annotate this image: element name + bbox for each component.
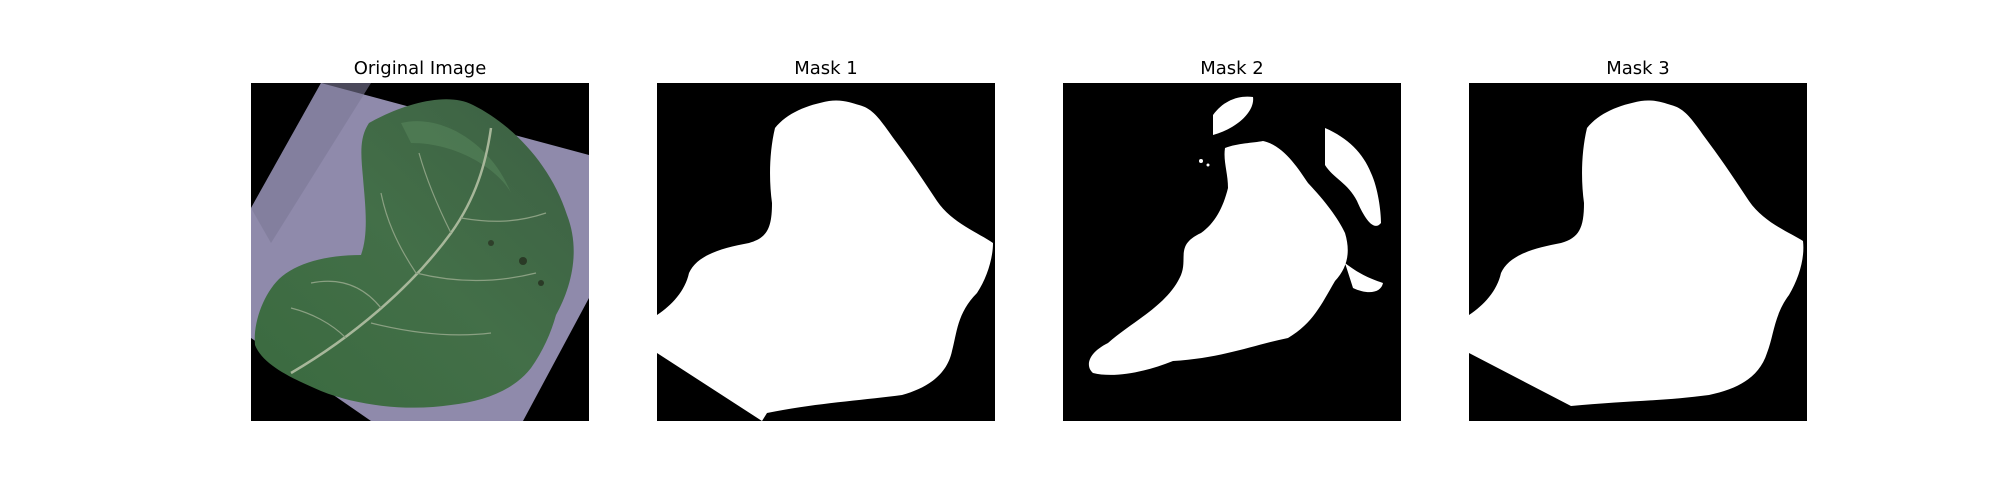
leaf-photo (251, 83, 589, 421)
panel-mask-2: Mask 2 (1063, 58, 1401, 421)
panel-mask-3: Mask 3 (1469, 58, 1807, 421)
panel-mask-1: Mask 1 (657, 58, 995, 421)
panel-title: Mask 2 (1200, 58, 1264, 79)
panel-title: Mask 1 (794, 58, 858, 79)
mask-2-image (1063, 83, 1401, 421)
panel-title: Mask 3 (1606, 58, 1670, 79)
panel-title: Original Image (353, 58, 487, 79)
panel-original-image: Original Image (251, 58, 589, 421)
mask-3-image (1469, 83, 1807, 421)
mask-1-image (657, 83, 995, 421)
